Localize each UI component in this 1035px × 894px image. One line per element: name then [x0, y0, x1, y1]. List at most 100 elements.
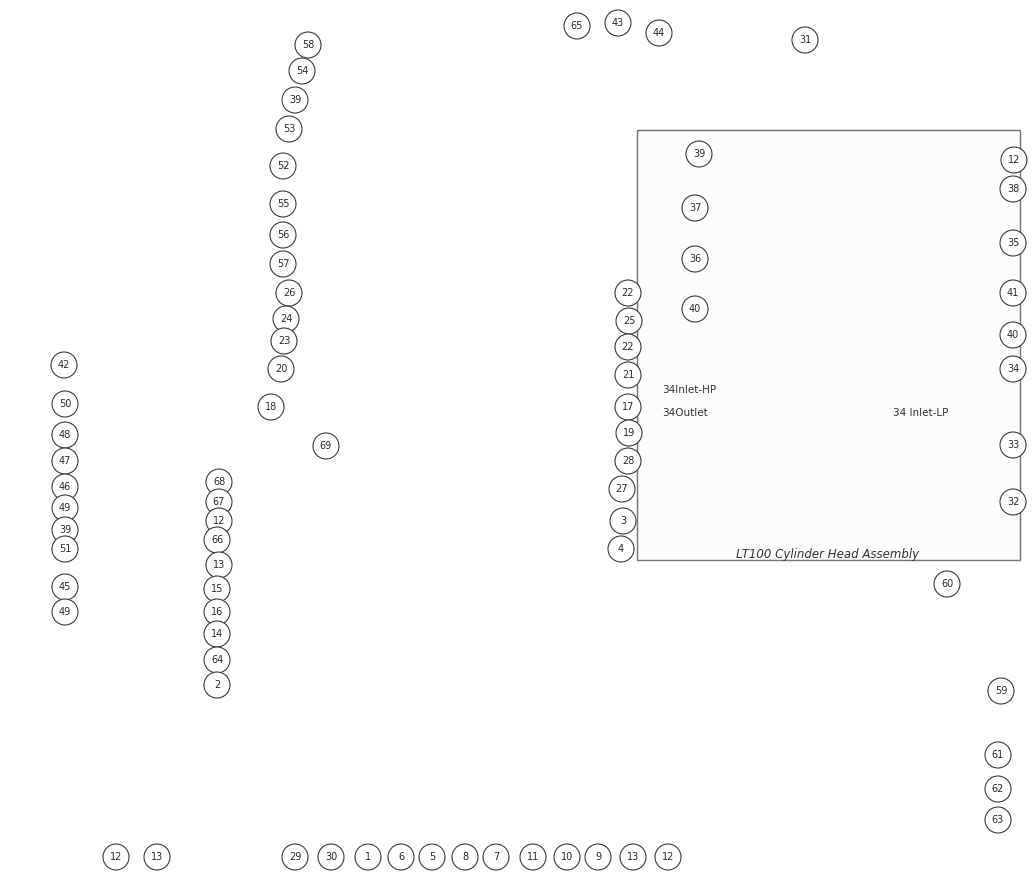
Text: 31: 31	[799, 35, 811, 45]
Text: 14: 14	[211, 629, 224, 639]
Circle shape	[52, 574, 78, 600]
Text: 63: 63	[992, 815, 1004, 825]
Text: 9: 9	[595, 852, 601, 862]
Circle shape	[289, 58, 315, 84]
Circle shape	[985, 776, 1011, 802]
Text: 22: 22	[622, 342, 634, 352]
Circle shape	[1000, 280, 1026, 306]
Text: 13: 13	[151, 852, 164, 862]
Text: 2: 2	[214, 680, 220, 690]
Circle shape	[206, 552, 232, 578]
Circle shape	[564, 13, 590, 39]
Text: 30: 30	[325, 852, 337, 862]
Circle shape	[608, 536, 634, 562]
Circle shape	[144, 844, 170, 870]
Text: 40: 40	[689, 304, 701, 314]
Text: 33: 33	[1007, 440, 1019, 450]
Circle shape	[985, 742, 1011, 768]
Bar	[637, 130, 1021, 560]
Text: 44: 44	[653, 28, 666, 38]
Text: 12: 12	[661, 852, 674, 862]
Circle shape	[52, 448, 78, 474]
Circle shape	[419, 844, 445, 870]
Text: 52: 52	[276, 161, 289, 171]
Text: 11: 11	[527, 852, 539, 862]
Text: 49: 49	[59, 607, 71, 617]
Circle shape	[204, 527, 230, 553]
Circle shape	[204, 599, 230, 625]
Bar	[637, 130, 1021, 560]
Text: 65: 65	[571, 21, 583, 31]
Text: 8: 8	[462, 852, 468, 862]
Circle shape	[615, 362, 641, 388]
Circle shape	[615, 394, 641, 420]
Text: 37: 37	[689, 203, 701, 213]
Circle shape	[585, 844, 611, 870]
Text: 40: 40	[1007, 330, 1019, 340]
Circle shape	[1000, 230, 1026, 256]
Circle shape	[616, 308, 642, 334]
Circle shape	[206, 508, 232, 534]
Text: 34Outlet: 34Outlet	[662, 408, 708, 418]
Text: 39: 39	[692, 149, 705, 159]
Text: 46: 46	[59, 482, 71, 492]
Text: 18: 18	[265, 402, 277, 412]
Text: 24: 24	[279, 314, 292, 324]
Text: 69: 69	[320, 441, 332, 451]
Text: 59: 59	[995, 686, 1007, 696]
Text: 51: 51	[59, 544, 71, 554]
Text: 4: 4	[618, 544, 624, 554]
Circle shape	[270, 153, 296, 179]
Circle shape	[1000, 489, 1026, 515]
Text: 35: 35	[1007, 238, 1019, 248]
Text: 27: 27	[616, 484, 628, 494]
Circle shape	[52, 517, 78, 543]
Circle shape	[276, 280, 302, 306]
Circle shape	[52, 474, 78, 500]
Circle shape	[615, 448, 641, 474]
Circle shape	[1000, 432, 1026, 458]
Circle shape	[51, 352, 77, 378]
Text: 64: 64	[211, 655, 224, 665]
Circle shape	[204, 621, 230, 647]
Circle shape	[616, 420, 642, 446]
Circle shape	[276, 116, 302, 142]
Text: 34 Inlet-LP: 34 Inlet-LP	[893, 408, 948, 418]
Circle shape	[313, 433, 339, 459]
Circle shape	[520, 844, 546, 870]
Text: 42: 42	[58, 360, 70, 370]
Text: 53: 53	[283, 124, 295, 134]
Text: 28: 28	[622, 456, 634, 466]
Circle shape	[682, 246, 708, 272]
Circle shape	[270, 251, 296, 277]
Text: 12: 12	[110, 852, 122, 862]
Text: 12: 12	[1008, 155, 1021, 165]
Circle shape	[615, 280, 641, 306]
Circle shape	[52, 495, 78, 521]
Text: 57: 57	[276, 259, 289, 269]
Text: 32: 32	[1007, 497, 1019, 507]
Circle shape	[52, 599, 78, 625]
Text: 21: 21	[622, 370, 634, 380]
Text: 45: 45	[59, 582, 71, 592]
Text: 43: 43	[612, 18, 624, 28]
Circle shape	[988, 678, 1014, 704]
Text: 38: 38	[1007, 184, 1019, 194]
Circle shape	[452, 844, 478, 870]
Circle shape	[934, 571, 960, 597]
Circle shape	[52, 422, 78, 448]
Circle shape	[682, 195, 708, 221]
Text: 29: 29	[289, 852, 301, 862]
Text: 66: 66	[211, 535, 224, 545]
Circle shape	[271, 328, 297, 354]
Text: 36: 36	[689, 254, 701, 264]
Circle shape	[1001, 147, 1027, 173]
Text: 15: 15	[211, 584, 224, 594]
Text: 7: 7	[493, 852, 499, 862]
Circle shape	[206, 469, 232, 495]
Text: 61: 61	[992, 750, 1004, 760]
Text: 34: 34	[1007, 364, 1019, 374]
Circle shape	[609, 476, 635, 502]
Text: 41: 41	[1007, 288, 1019, 298]
Circle shape	[318, 844, 344, 870]
